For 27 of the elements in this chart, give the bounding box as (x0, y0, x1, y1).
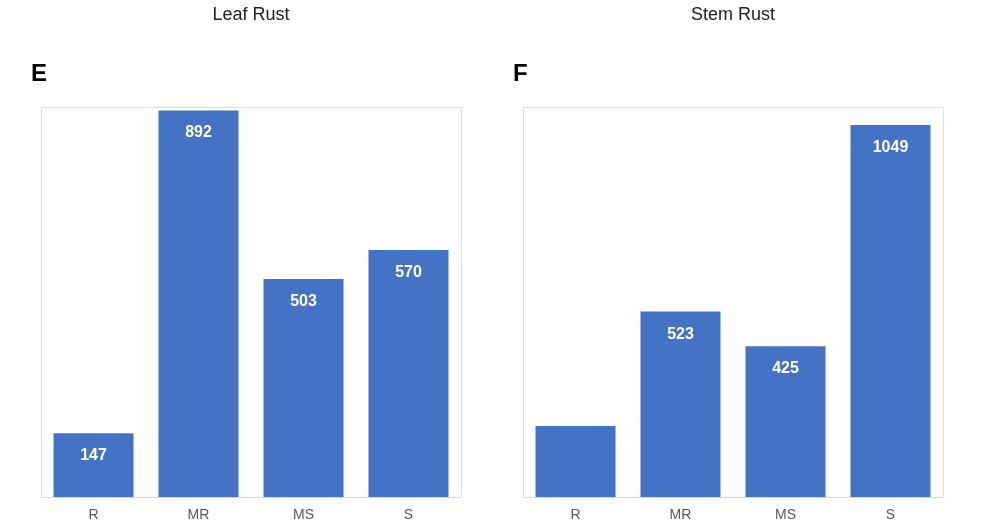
x-tick-label: MS (293, 505, 314, 520)
x-tick-label: MS (775, 505, 796, 520)
data-label: 892 (185, 123, 212, 141)
data-label: 523 (667, 324, 694, 342)
data-label: 503 (290, 292, 317, 310)
bar (535, 426, 616, 497)
data-label: 570 (395, 263, 422, 280)
bar (158, 110, 239, 497)
bar (745, 346, 826, 497)
text: E (31, 59, 48, 86)
x-tick-label: MR (187, 505, 210, 520)
x-tick-label: R (88, 505, 99, 520)
x-tick-label: MR (669, 505, 692, 520)
x-tick-label: S (885, 505, 896, 520)
data-label: 425 (772, 359, 799, 377)
chart-title: Leaf Rust (212, 4, 290, 24)
data-label: 1049 (872, 138, 909, 156)
chart-title: Stem Rust (690, 4, 776, 24)
bar (850, 125, 931, 497)
bar (263, 279, 344, 497)
bar (640, 311, 721, 497)
bar (53, 433, 134, 497)
text: F (513, 59, 528, 86)
x-tick-label: R (570, 505, 581, 520)
data-label: 147 (80, 446, 107, 464)
x-tick-label: S (403, 505, 414, 520)
bar (368, 250, 449, 497)
